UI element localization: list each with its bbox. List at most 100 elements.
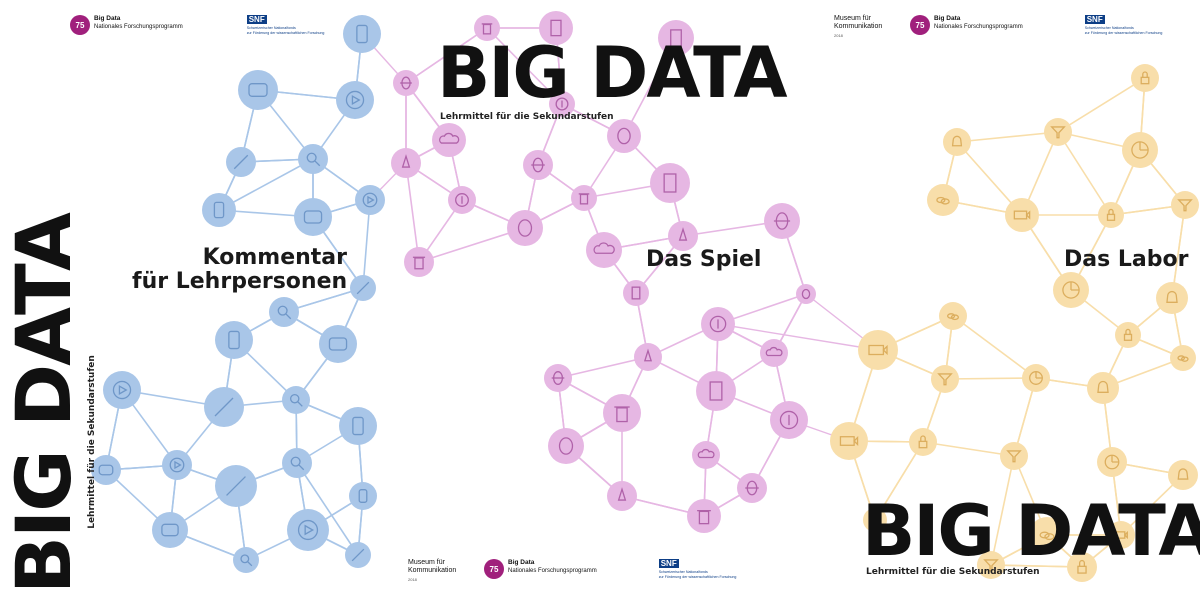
network-node-chat-icon bbox=[152, 512, 188, 548]
network-node-bell-icon bbox=[1168, 460, 1198, 490]
network-node-phone-icon bbox=[349, 482, 377, 510]
nfp-badge-bottom: 75 bbox=[484, 559, 504, 579]
network-node-magnifier-icon bbox=[298, 144, 328, 174]
network-node-camera-icon bbox=[830, 422, 868, 460]
network-node-mask-icon bbox=[607, 119, 641, 153]
network-node-bug-icon bbox=[523, 150, 553, 180]
network-link bbox=[990, 564, 1083, 568]
network-node-bug-icon bbox=[764, 203, 800, 239]
snf-logo-bottom: SNF Schweizerischer Nationalfonds zur För… bbox=[658, 559, 759, 579]
network-node-chat-icon bbox=[294, 198, 332, 236]
museum-line1-bottom: Museum für bbox=[408, 559, 445, 566]
nfp-logo-bottom: 75 Big Data Nationales Forschungsprogramm bbox=[484, 559, 597, 579]
snf-line2: zur Förderung der wissenschaftlichen For… bbox=[246, 30, 325, 35]
network-node-coins-icon bbox=[1170, 345, 1196, 371]
logo-row-right: Museum für Kommunikation 2018 75 Big Dat… bbox=[834, 15, 1185, 39]
network-node-trash-icon bbox=[474, 15, 500, 41]
network-link bbox=[557, 356, 649, 379]
network-node-pie-chart-icon bbox=[1097, 447, 1127, 477]
network-link bbox=[990, 455, 1015, 566]
network-node-trash-icon bbox=[571, 185, 597, 211]
network-node-rocket-icon bbox=[607, 481, 637, 511]
nfp-badge-right: 75 bbox=[910, 15, 930, 35]
network-node-camera-icon bbox=[1005, 198, 1039, 232]
network-link bbox=[952, 315, 1037, 379]
network-node-trash-icon bbox=[404, 247, 434, 277]
cover-labor-subtitle: Lehrmittel für die Sekundarstufen bbox=[866, 567, 1040, 577]
network-link bbox=[623, 37, 677, 137]
snf-line2-bottom: zur Förderung der wissenschaftlichen For… bbox=[658, 574, 737, 579]
network-node-document-icon bbox=[696, 371, 736, 411]
museum-line1: Museum für bbox=[834, 15, 871, 22]
network-node-phone-icon bbox=[215, 321, 253, 359]
network-node-pen-icon bbox=[350, 275, 376, 301]
nfp-subtitle-right: Nationales Forschungsprogramm bbox=[934, 23, 1023, 30]
network-node-pie-chart-icon bbox=[1022, 364, 1050, 392]
museum-logo-bottom: Museum für Kommunikation 2018 bbox=[408, 559, 470, 583]
network-nodes bbox=[91, 11, 1199, 582]
network-node-magnifier-icon bbox=[269, 297, 299, 327]
nfp-logo: 75 Big Data Nationales Forschungsprogramm bbox=[70, 15, 183, 35]
snf-mark-bottom: SNF bbox=[658, 559, 679, 568]
network-node-cloud-icon bbox=[432, 123, 466, 157]
network-node-play-icon bbox=[162, 450, 192, 480]
network-node-pen-icon bbox=[215, 465, 257, 507]
network-link bbox=[405, 27, 488, 84]
network-node-camera-icon bbox=[858, 330, 898, 370]
museum-logo: Museum für Kommunikation 2018 bbox=[834, 15, 896, 39]
network-node-magnifier-icon bbox=[282, 448, 312, 478]
network-node-funnel-icon bbox=[977, 551, 1005, 579]
network-node-bug-icon bbox=[544, 364, 572, 392]
section-title-line1: Kommentar bbox=[202, 245, 347, 270]
network-node-rocket-icon bbox=[634, 343, 662, 371]
cover-spiel-subtitle: Lehrmittel für die Sekundarstufen bbox=[440, 112, 614, 122]
network-node-funnel-icon bbox=[1171, 191, 1199, 219]
network-node-mask-icon bbox=[507, 210, 543, 246]
network-node-cloud-icon bbox=[586, 232, 622, 268]
network-node-pen-icon bbox=[226, 147, 256, 177]
network-node-magnifier-icon bbox=[233, 547, 259, 573]
network-node-dollar-icon bbox=[701, 307, 735, 341]
network-link bbox=[874, 441, 924, 521]
network-node-bug-icon bbox=[393, 70, 419, 96]
network-node-coins-icon bbox=[939, 302, 967, 330]
network-node-mask-icon bbox=[548, 428, 584, 464]
network-node-lock-icon bbox=[909, 428, 937, 456]
network-node-play-icon bbox=[355, 185, 385, 215]
network-node-lock-icon bbox=[1131, 64, 1159, 92]
network-node-play-icon bbox=[287, 509, 329, 551]
logo-row-bottom: Museum für Kommunikation 2018 75 Big Dat… bbox=[408, 559, 759, 583]
museum-year: 2018 bbox=[834, 33, 843, 39]
network-node-mask-icon bbox=[796, 284, 816, 304]
network-node-chat-icon bbox=[238, 70, 278, 110]
network-node-lock-icon bbox=[1115, 322, 1141, 348]
network-node-pen-icon bbox=[345, 542, 371, 568]
network-node-phone-icon bbox=[202, 193, 236, 227]
network-link bbox=[296, 462, 359, 556]
network-node-document-icon bbox=[623, 280, 649, 306]
nfp-subtitle: Nationales Forschungsprogramm bbox=[94, 23, 183, 30]
museum-line2: Kommunikation bbox=[834, 23, 883, 31]
snf-line2-right: zur Förderung der wissenschaftlichen For… bbox=[1084, 30, 1163, 35]
network-node-dollar-icon bbox=[448, 186, 476, 214]
network-node-camera-icon bbox=[1107, 521, 1135, 549]
snf-mark: SNF bbox=[246, 15, 267, 24]
network-node-phone-icon bbox=[339, 407, 377, 445]
nfp-badge: 75 bbox=[70, 15, 90, 35]
network-node-chat-icon bbox=[91, 455, 121, 485]
network-node-bell-icon bbox=[1156, 282, 1188, 314]
network-node-trash-icon bbox=[603, 394, 641, 432]
nfp-subtitle-bottom: Nationales Forschungsprogramm bbox=[508, 567, 597, 574]
network-node-funnel-icon bbox=[1000, 442, 1028, 470]
snf-logo: SNF Schweizerischer Nationalfonds zur För… bbox=[246, 15, 347, 35]
cover-spiel-section: Das Spiel bbox=[646, 247, 762, 272]
cover-kommentar-subtitle: Lehrmittel für die Sekundarstufen bbox=[87, 355, 97, 529]
network-node-dollar-icon bbox=[549, 91, 575, 117]
snf-line1-bottom: Schweizerischer Nationalfonds bbox=[658, 570, 708, 574]
nfp-title: Big Data bbox=[94, 15, 121, 22]
nfp-title-bottom: Big Data bbox=[508, 559, 535, 566]
nfp-logo-right: 75 Big Data Nationales Forschungsprogramm bbox=[910, 15, 1023, 35]
network-link bbox=[218, 158, 314, 211]
network-node-lock-icon bbox=[1067, 552, 1097, 582]
snf-line1: Schweizerischer Nationalfonds bbox=[246, 26, 296, 30]
